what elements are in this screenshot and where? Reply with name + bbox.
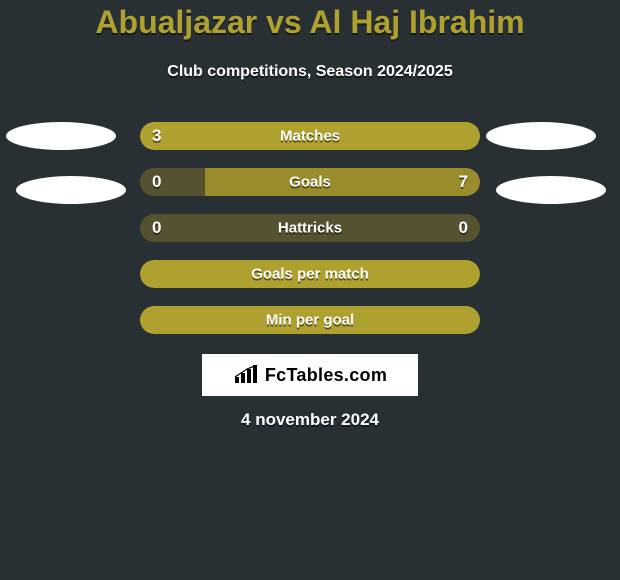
stat-row-hattricks: 0 Hattricks 0 bbox=[140, 214, 480, 242]
stat-row-goals-per-match: Goals per match bbox=[140, 260, 480, 288]
stat-label: Goals per match bbox=[140, 266, 480, 283]
stat-row-min-per-goal: Min per goal bbox=[140, 306, 480, 334]
brand-text: FcTables.com bbox=[265, 365, 387, 386]
bar-chart-icon bbox=[233, 365, 259, 385]
player-right-photo-1 bbox=[486, 122, 596, 150]
stat-label: Min per goal bbox=[140, 312, 480, 329]
stat-row-goals: 0 Goals 7 bbox=[140, 168, 480, 196]
player-left-photo-1 bbox=[6, 122, 116, 150]
stat-label: Hattricks bbox=[140, 220, 480, 237]
stat-label: Goals bbox=[140, 174, 480, 191]
comparison-infographic: Abualjazar vs Al Haj Ibrahim Club compet… bbox=[0, 0, 620, 580]
stat-value-right: 7 bbox=[459, 172, 468, 192]
stat-label: Matches bbox=[140, 128, 480, 145]
snapshot-date: 4 november 2024 bbox=[0, 410, 620, 430]
stat-value-right: 0 bbox=[459, 218, 468, 238]
brand-badge: FcTables.com bbox=[202, 354, 418, 396]
stat-row-matches: 3 Matches bbox=[140, 122, 480, 150]
page-title: Abualjazar vs Al Haj Ibrahim bbox=[0, 4, 620, 41]
player-right-photo-2 bbox=[496, 176, 606, 204]
player-left-photo-2 bbox=[16, 176, 126, 204]
page-subtitle: Club competitions, Season 2024/2025 bbox=[0, 63, 620, 81]
